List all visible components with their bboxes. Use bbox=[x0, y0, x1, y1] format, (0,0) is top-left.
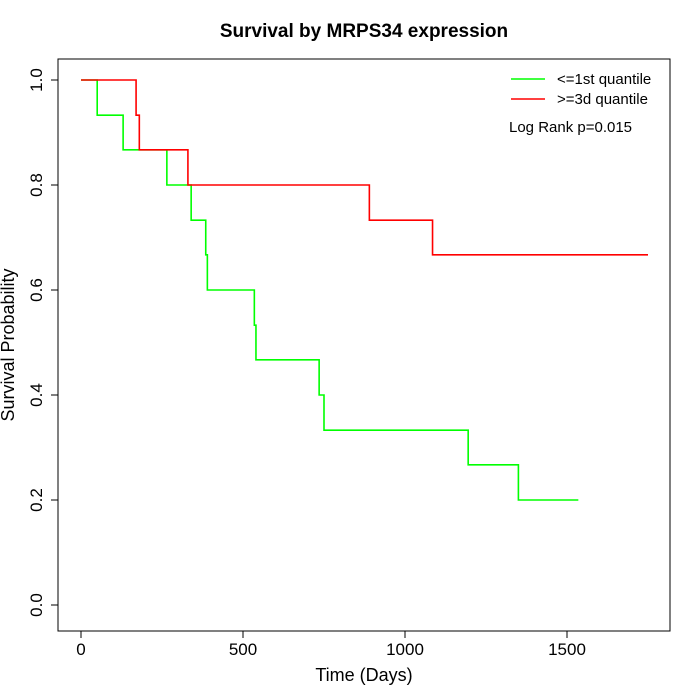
y-axis-label: Survival Probability bbox=[0, 268, 18, 421]
x-tick-label: 1500 bbox=[548, 640, 586, 659]
y-tick-label: 0.0 bbox=[27, 593, 46, 617]
y-tick-label: 1.0 bbox=[27, 68, 46, 92]
legend-label-1: <=1st quantile bbox=[557, 71, 651, 88]
chart-title: Survival by MRPS34 expression bbox=[220, 21, 508, 42]
x-axis: 0 500 1000 1500 bbox=[76, 630, 586, 659]
y-tick-label: 0.4 bbox=[27, 383, 46, 407]
y-tick-label: 0.6 bbox=[27, 278, 46, 302]
y-axis: 0.0 0.2 0.4 0.6 0.8 1.0 bbox=[27, 68, 59, 617]
x-tick-label: 0 bbox=[76, 640, 85, 659]
y-tick-label: 0.8 bbox=[27, 173, 46, 197]
legend: <=1st quantile >=3d quantile bbox=[511, 71, 651, 108]
series-line-2 bbox=[81, 79, 648, 256]
x-axis-label: Time (Days) bbox=[315, 665, 412, 685]
y-tick-label: 0.2 bbox=[27, 488, 46, 512]
x-tick-label: 500 bbox=[229, 640, 257, 659]
series-layer bbox=[81, 79, 648, 501]
series-line-1 bbox=[81, 79, 579, 501]
legend-label-2: >=3d quantile bbox=[557, 91, 648, 108]
plot-frame bbox=[57, 58, 671, 632]
x-tick-label: 1000 bbox=[386, 640, 424, 659]
log-rank-annotation: Log Rank p=0.015 bbox=[509, 119, 632, 136]
